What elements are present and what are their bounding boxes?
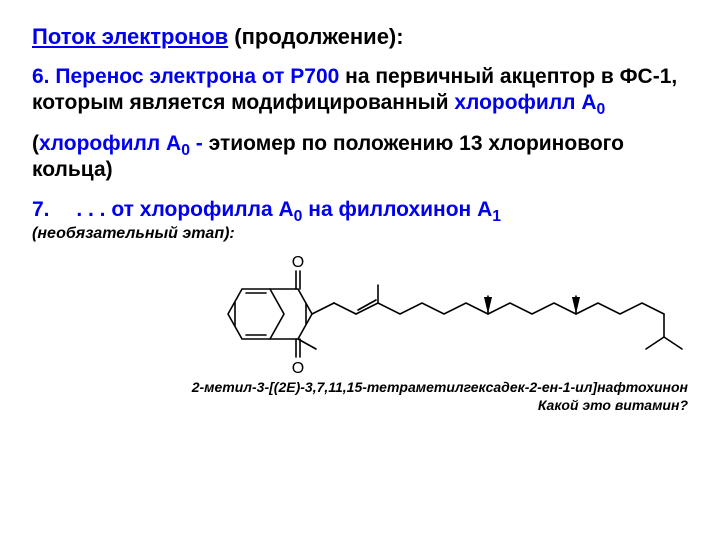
step7-sub2: 1 [492, 208, 501, 225]
step-7-note: (необязательный этап): [32, 225, 688, 243]
step6-chl-pre: хлорофилл А [454, 91, 596, 114]
step7-mid: на филлохинон А [302, 198, 492, 221]
step6-blue1: 6. Перенос электрона от Р700 [32, 65, 345, 88]
step6b-chl: хлорофилл А0 [39, 132, 190, 155]
paren-open: ( [32, 132, 39, 155]
step-6: 6. Перенос электрона от Р700 на первичны… [32, 64, 688, 117]
caption-line2: Какой это витамин? [538, 397, 688, 413]
step7-lead: 7. . . . от хлорофилла A [32, 198, 294, 221]
molecule-caption: 2-метил-3-[(2Е)-3,7,11,15-тетраметилгекс… [32, 378, 688, 414]
title-underlined: Поток электронов [32, 24, 228, 49]
svg-text:O: O [292, 254, 304, 271]
molecule-structure: O O [218, 247, 688, 382]
svg-text:O: O [292, 360, 304, 377]
slide-title: Поток электронов (продолжение): [32, 24, 688, 50]
title-rest: (продолжение): [228, 24, 403, 49]
step-6-note: (хлорофилл А0 - этиомер по положению 13 … [32, 131, 688, 184]
step6b-dash: - [190, 132, 209, 155]
step6b-chl-sub: 0 [181, 142, 190, 159]
step6-chl-sub: 0 [597, 101, 606, 118]
step6b-chl-pre: хлорофилл А [39, 132, 181, 155]
step7-line: 7. . . . от хлорофилла A0 на филлохинон … [32, 198, 501, 221]
step-7: 7. . . . от хлорофилла A0 на филлохинон … [32, 197, 688, 223]
caption-line1: 2-метил-3-[(2Е)-3,7,11,15-тетраметилгекс… [192, 379, 688, 395]
step6-chlorophyll: хлорофилл А0 [454, 91, 605, 114]
